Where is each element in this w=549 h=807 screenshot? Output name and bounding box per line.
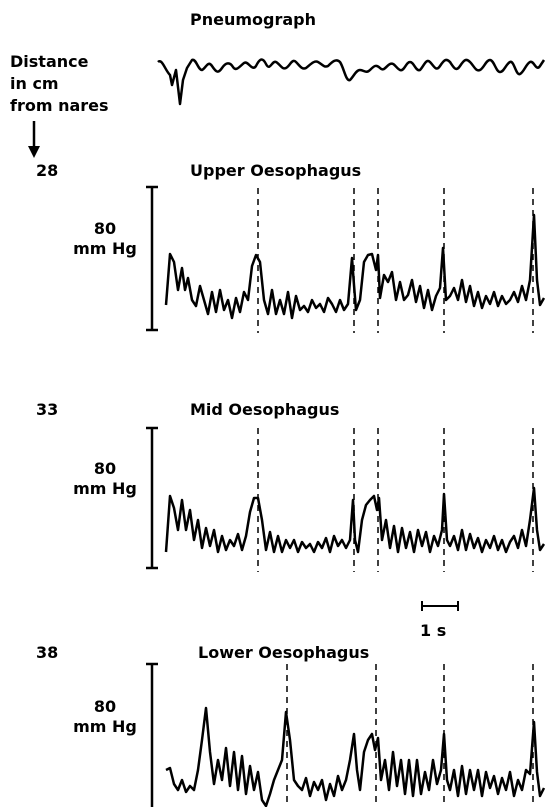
trace-title-mid: Mid Oesophagus — [190, 400, 340, 419]
scale-unit-mid: mm Hg — [73, 479, 137, 498]
scale-value-lower: 80 — [93, 697, 117, 716]
scale-bar-upper — [146, 185, 158, 332]
distance-upper: 28 — [36, 161, 59, 180]
distance-mid: 33 — [36, 400, 59, 419]
scale-bar-lower — [146, 662, 158, 807]
trace-title-lower: Lower Oesophagus — [198, 643, 370, 662]
pressure-trace-mid — [164, 486, 546, 554]
trace-title-upper: Upper Oesophagus — [190, 161, 362, 180]
pressure-trace-lower — [165, 706, 546, 807]
scale-value-mid: 80 — [93, 459, 117, 478]
distance-lower: 38 — [36, 643, 59, 662]
scale-unit-lower: mm Hg — [73, 717, 137, 736]
distance-arrow-icon — [28, 121, 40, 158]
scale-bar-mid — [146, 426, 158, 570]
scale-value-upper: 80 — [93, 219, 117, 238]
distance-header-line2: in cm — [10, 74, 59, 93]
distance-header-line3: from nares — [10, 96, 109, 115]
time-scale-bar — [421, 601, 459, 611]
scale-unit-upper: mm Hg — [73, 239, 137, 258]
time-scale-label: 1 s — [420, 621, 447, 640]
pneumograph-trace — [157, 58, 546, 106]
pressure-trace-upper — [164, 213, 546, 320]
distance-header-line1: Distance — [10, 52, 89, 71]
swallow-markers-upper — [257, 188, 534, 333]
pneumograph-title: Pneumograph — [190, 10, 317, 29]
